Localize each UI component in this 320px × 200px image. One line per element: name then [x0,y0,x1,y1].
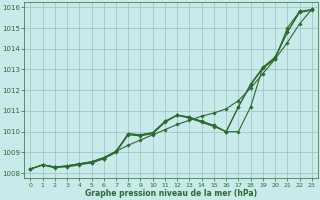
X-axis label: Graphe pression niveau de la mer (hPa): Graphe pression niveau de la mer (hPa) [85,189,257,198]
